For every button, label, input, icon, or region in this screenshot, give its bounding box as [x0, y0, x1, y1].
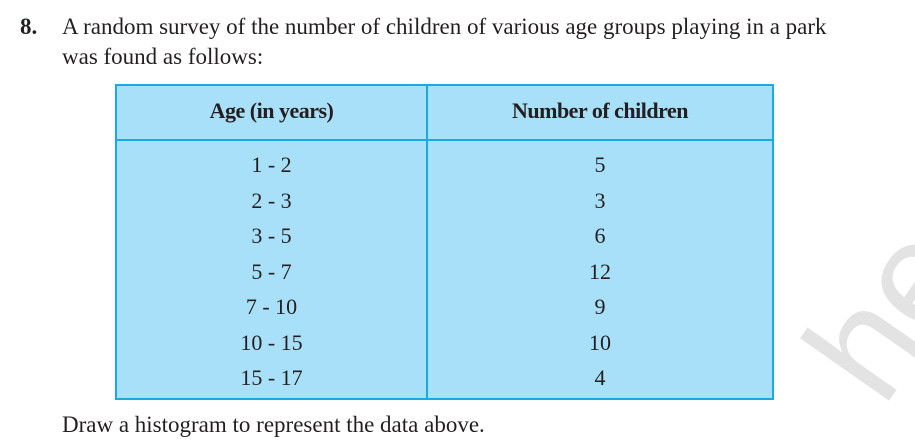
cell-age: 10 - 15 [240, 329, 303, 355]
watermark: hed [771, 126, 915, 428]
cell-number-of-children: 10 [589, 329, 611, 355]
cell-age: 3 - 5 [251, 223, 292, 248]
header-divider [117, 139, 772, 141]
column-divider [426, 86, 428, 398]
instruction-text: Draw a histogram to represent the data a… [62, 412, 485, 437]
question-text-line-2: was found as follows: [62, 44, 264, 69]
cell-age: 5 - 7 [251, 258, 292, 284]
cell-age: 7 - 10 [245, 294, 298, 319]
cell-number-of-children: 4 [594, 365, 606, 390]
cell-age: 1 - 2 [251, 152, 292, 177]
cell-number-of-children: 5 [594, 152, 606, 177]
cell-age: 2 - 3 [251, 187, 292, 213]
header-number-of-children: Number of children [512, 98, 688, 123]
cell-age: 15 - 17 [240, 365, 303, 390]
header-age: Age (in years) [209, 98, 334, 123]
question-number: 8. [20, 14, 38, 39]
cell-number-of-children: 12 [589, 258, 611, 284]
cell-number-of-children: 9 [594, 294, 606, 319]
question-text-line-1: A random survey of the number of childre… [62, 14, 827, 39]
cell-number-of-children: 6 [594, 223, 606, 248]
data-table: Age (in years) Number of children 1 - 2 5… [115, 84, 774, 400]
cell-number-of-children: 3 [594, 187, 606, 213]
